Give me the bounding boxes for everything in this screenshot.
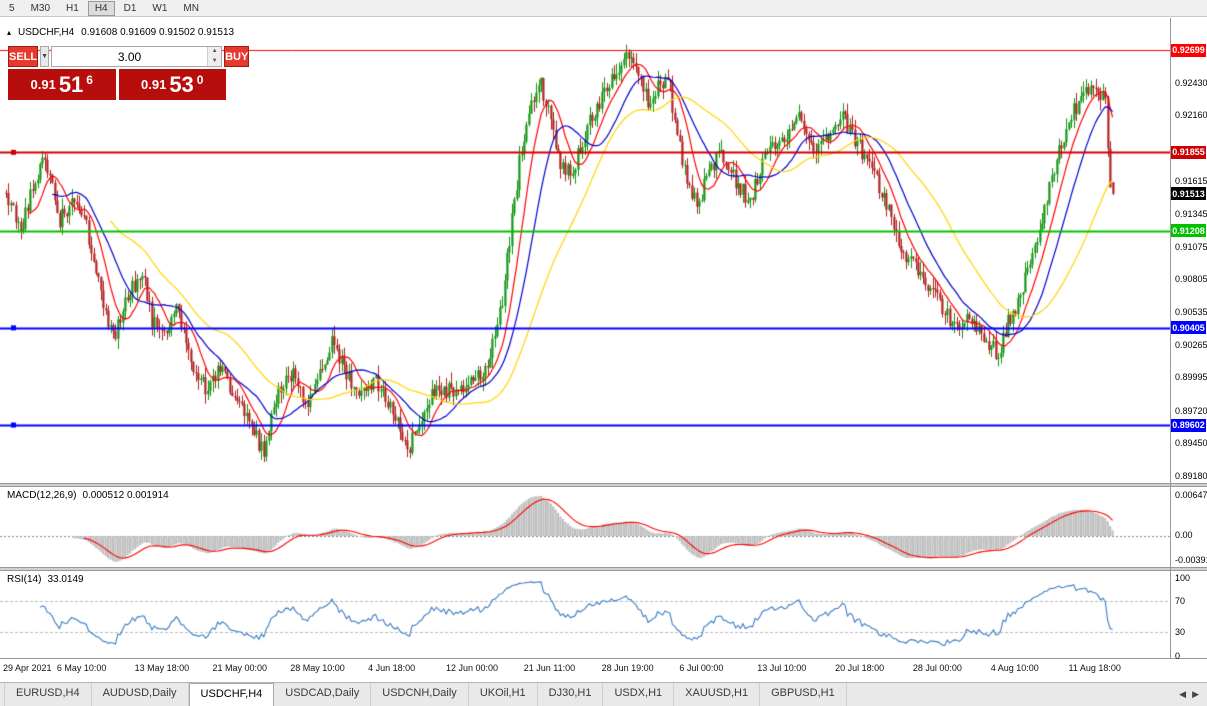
collapse-triangle-icon[interactable]: ▴ xyxy=(7,28,12,37)
timeframe-mn[interactable]: MN xyxy=(176,1,206,16)
timeframe-w1[interactable]: W1 xyxy=(145,1,174,16)
chart-tab-gbpusd[interactable]: GBPUSD,H1 xyxy=(760,683,847,706)
chart-symbol-header: ▴ USDCHF,H4 0.91608 0.91609 0.91502 0.91… xyxy=(7,27,234,39)
volume-dropdown-button[interactable]: ▼ xyxy=(40,46,50,67)
macd-values: 0.000512 0.001914 xyxy=(82,490,169,501)
buy-price-display[interactable]: 0.91 53 0 xyxy=(118,69,226,100)
chevron-down-icon: ▼ xyxy=(41,53,49,60)
timeframe-toolbar: 5 M30 H1 H4 D1 W1 MN xyxy=(0,0,1207,17)
volume-field: ▲ ▼ xyxy=(51,46,223,67)
timeframe-h4[interactable]: H4 xyxy=(87,0,115,16)
buy-button[interactable]: BUY xyxy=(224,46,250,67)
price-axis-separator xyxy=(1170,18,1171,658)
chart-tab-audusd[interactable]: AUDUSD,Daily xyxy=(92,683,189,706)
rsi-indicator-label: RSI(14) 33.0149 xyxy=(7,574,84,585)
rsi-name: RSI(14) xyxy=(7,574,42,585)
panel-divider[interactable] xyxy=(0,567,1207,571)
volume-stepper: ▲ ▼ xyxy=(207,47,222,66)
chart-tab-usdx[interactable]: USDX,H1 xyxy=(603,683,675,706)
volume-decrease-button[interactable]: ▼ xyxy=(208,56,222,66)
macd-indicator-label: MACD(12,26,9) 0.000512 0.001914 xyxy=(7,490,169,501)
chart-tab-usdchf[interactable]: USDCHF,H4 xyxy=(188,683,275,706)
rsi-value: 33.0149 xyxy=(47,574,84,585)
timeframe-m30[interactable]: M30 xyxy=(24,1,57,16)
chart-tab-usdcnh[interactable]: USDCNH,Daily xyxy=(371,683,469,706)
sell-button[interactable]: SELL xyxy=(8,46,39,67)
volume-increase-button[interactable]: ▲ xyxy=(208,47,222,57)
chart-symbol-label: USDCHF,H4 xyxy=(18,27,75,38)
tabs-scroll-right-icon[interactable]: ▶ xyxy=(1192,689,1199,699)
price-axis[interactable] xyxy=(1171,18,1207,658)
macd-name: MACD(12,26,9) xyxy=(7,490,77,501)
sell-price-prefix: 0.91 xyxy=(30,77,56,92)
chart-tab-ukoil[interactable]: UKOil,H1 xyxy=(469,683,538,706)
chart-tab-dj30[interactable]: DJ30,H1 xyxy=(538,683,604,706)
time-axis[interactable] xyxy=(0,658,1207,682)
timeframe-d1[interactable]: D1 xyxy=(117,1,144,16)
chart-tab-xauusd[interactable]: XAUUSD,H1 xyxy=(674,683,761,706)
buy-price-point: 0 xyxy=(196,73,204,87)
volume-input[interactable] xyxy=(52,47,208,66)
panel-divider[interactable] xyxy=(0,483,1207,487)
chart-tab-eurusd[interactable]: EURUSD,H4 xyxy=(4,683,92,706)
timeframe-5[interactable]: 5 xyxy=(2,1,22,16)
tabs-scroll-controls: ◀ ▶ xyxy=(1179,683,1207,706)
chart-tab-usdcad[interactable]: USDCAD,Daily xyxy=(274,683,372,706)
timeframe-h1[interactable]: H1 xyxy=(59,1,86,16)
chart-tabs-bar: EURUSD,H4 AUDUSD,Daily USDCHF,H4 USDCAD,Dai… xyxy=(0,682,1207,706)
chart-ohlc-values: 0.91608 0.91609 0.91502 0.91513 xyxy=(81,27,235,38)
sell-price-display[interactable]: 0.91 51 6 xyxy=(8,69,116,100)
buy-price-pips: 53 xyxy=(169,71,194,97)
macd-panel-canvas[interactable] xyxy=(0,488,1170,568)
sell-price-point: 6 xyxy=(86,73,93,87)
sell-price-pips: 51 xyxy=(58,71,84,97)
rsi-panel-canvas[interactable] xyxy=(0,572,1170,658)
buy-price-prefix: 0.91 xyxy=(141,77,167,92)
tabs-scroll-left-icon[interactable]: ◀ xyxy=(1179,689,1187,699)
